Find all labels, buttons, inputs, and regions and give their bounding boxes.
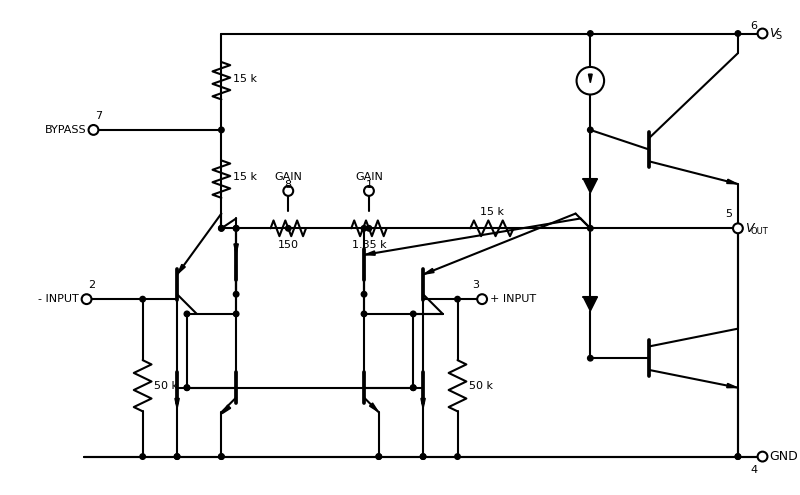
Text: 50 k: 50 k xyxy=(154,381,178,391)
Circle shape xyxy=(364,186,374,196)
Circle shape xyxy=(376,454,382,459)
Polygon shape xyxy=(726,384,737,388)
Circle shape xyxy=(735,31,741,36)
Polygon shape xyxy=(365,251,375,255)
Polygon shape xyxy=(175,398,179,408)
Circle shape xyxy=(735,454,741,459)
Circle shape xyxy=(184,385,190,391)
Circle shape xyxy=(283,186,293,196)
Polygon shape xyxy=(424,268,434,274)
Text: 15 k: 15 k xyxy=(233,74,257,84)
Text: GND: GND xyxy=(770,450,798,463)
Circle shape xyxy=(218,127,224,133)
Circle shape xyxy=(410,385,416,391)
Text: 4: 4 xyxy=(750,465,758,475)
Text: V: V xyxy=(745,222,754,235)
Text: 1.35 k: 1.35 k xyxy=(352,240,386,250)
Text: - INPUT: - INPUT xyxy=(38,294,78,304)
Circle shape xyxy=(454,297,460,302)
Circle shape xyxy=(218,454,224,459)
Polygon shape xyxy=(234,244,238,254)
Text: GAIN: GAIN xyxy=(355,172,383,182)
Circle shape xyxy=(82,294,91,304)
Circle shape xyxy=(577,67,604,95)
Polygon shape xyxy=(726,179,737,184)
Text: 150: 150 xyxy=(278,240,298,250)
Text: 3: 3 xyxy=(472,280,479,290)
Text: V: V xyxy=(770,27,778,40)
Circle shape xyxy=(218,454,224,459)
Polygon shape xyxy=(370,403,378,412)
Circle shape xyxy=(286,226,291,231)
Polygon shape xyxy=(222,405,230,414)
Circle shape xyxy=(174,454,180,459)
Text: 5: 5 xyxy=(726,209,733,219)
Circle shape xyxy=(410,311,416,317)
Circle shape xyxy=(184,311,190,317)
Text: BYPASS: BYPASS xyxy=(45,125,86,135)
Circle shape xyxy=(587,127,593,133)
Text: 8: 8 xyxy=(285,180,292,190)
Text: 50 k: 50 k xyxy=(470,381,494,391)
Circle shape xyxy=(477,294,487,304)
Text: GAIN: GAIN xyxy=(274,172,302,182)
Circle shape xyxy=(362,311,366,317)
Circle shape xyxy=(362,292,366,297)
Text: 15 k: 15 k xyxy=(233,172,257,182)
Circle shape xyxy=(234,311,239,317)
Circle shape xyxy=(140,454,146,459)
Circle shape xyxy=(758,29,767,39)
Circle shape xyxy=(410,385,416,391)
Circle shape xyxy=(376,454,382,459)
Circle shape xyxy=(234,292,239,297)
Text: 2: 2 xyxy=(89,280,96,290)
Circle shape xyxy=(587,226,593,231)
Circle shape xyxy=(89,125,98,135)
Circle shape xyxy=(758,451,767,461)
Text: S: S xyxy=(775,32,782,42)
Text: 7: 7 xyxy=(95,111,102,121)
Circle shape xyxy=(733,223,743,233)
Circle shape xyxy=(218,226,224,231)
Circle shape xyxy=(735,454,741,459)
Circle shape xyxy=(420,454,426,459)
Circle shape xyxy=(234,226,239,231)
Circle shape xyxy=(587,355,593,361)
Circle shape xyxy=(218,226,224,231)
Text: OUT: OUT xyxy=(750,227,769,236)
Circle shape xyxy=(140,297,146,302)
Polygon shape xyxy=(583,297,598,311)
Text: 1: 1 xyxy=(366,180,373,190)
Circle shape xyxy=(420,454,426,459)
Text: 6: 6 xyxy=(750,21,757,31)
Circle shape xyxy=(174,454,180,459)
Circle shape xyxy=(362,226,366,231)
Polygon shape xyxy=(421,398,426,408)
Circle shape xyxy=(735,226,741,231)
Circle shape xyxy=(587,31,593,36)
Polygon shape xyxy=(589,74,592,83)
Circle shape xyxy=(366,226,372,231)
Circle shape xyxy=(184,385,190,391)
Circle shape xyxy=(454,454,460,459)
Circle shape xyxy=(234,226,239,231)
Text: 15 k: 15 k xyxy=(480,206,504,216)
Polygon shape xyxy=(178,264,186,274)
Text: + INPUT: + INPUT xyxy=(490,294,536,304)
Polygon shape xyxy=(583,179,598,193)
